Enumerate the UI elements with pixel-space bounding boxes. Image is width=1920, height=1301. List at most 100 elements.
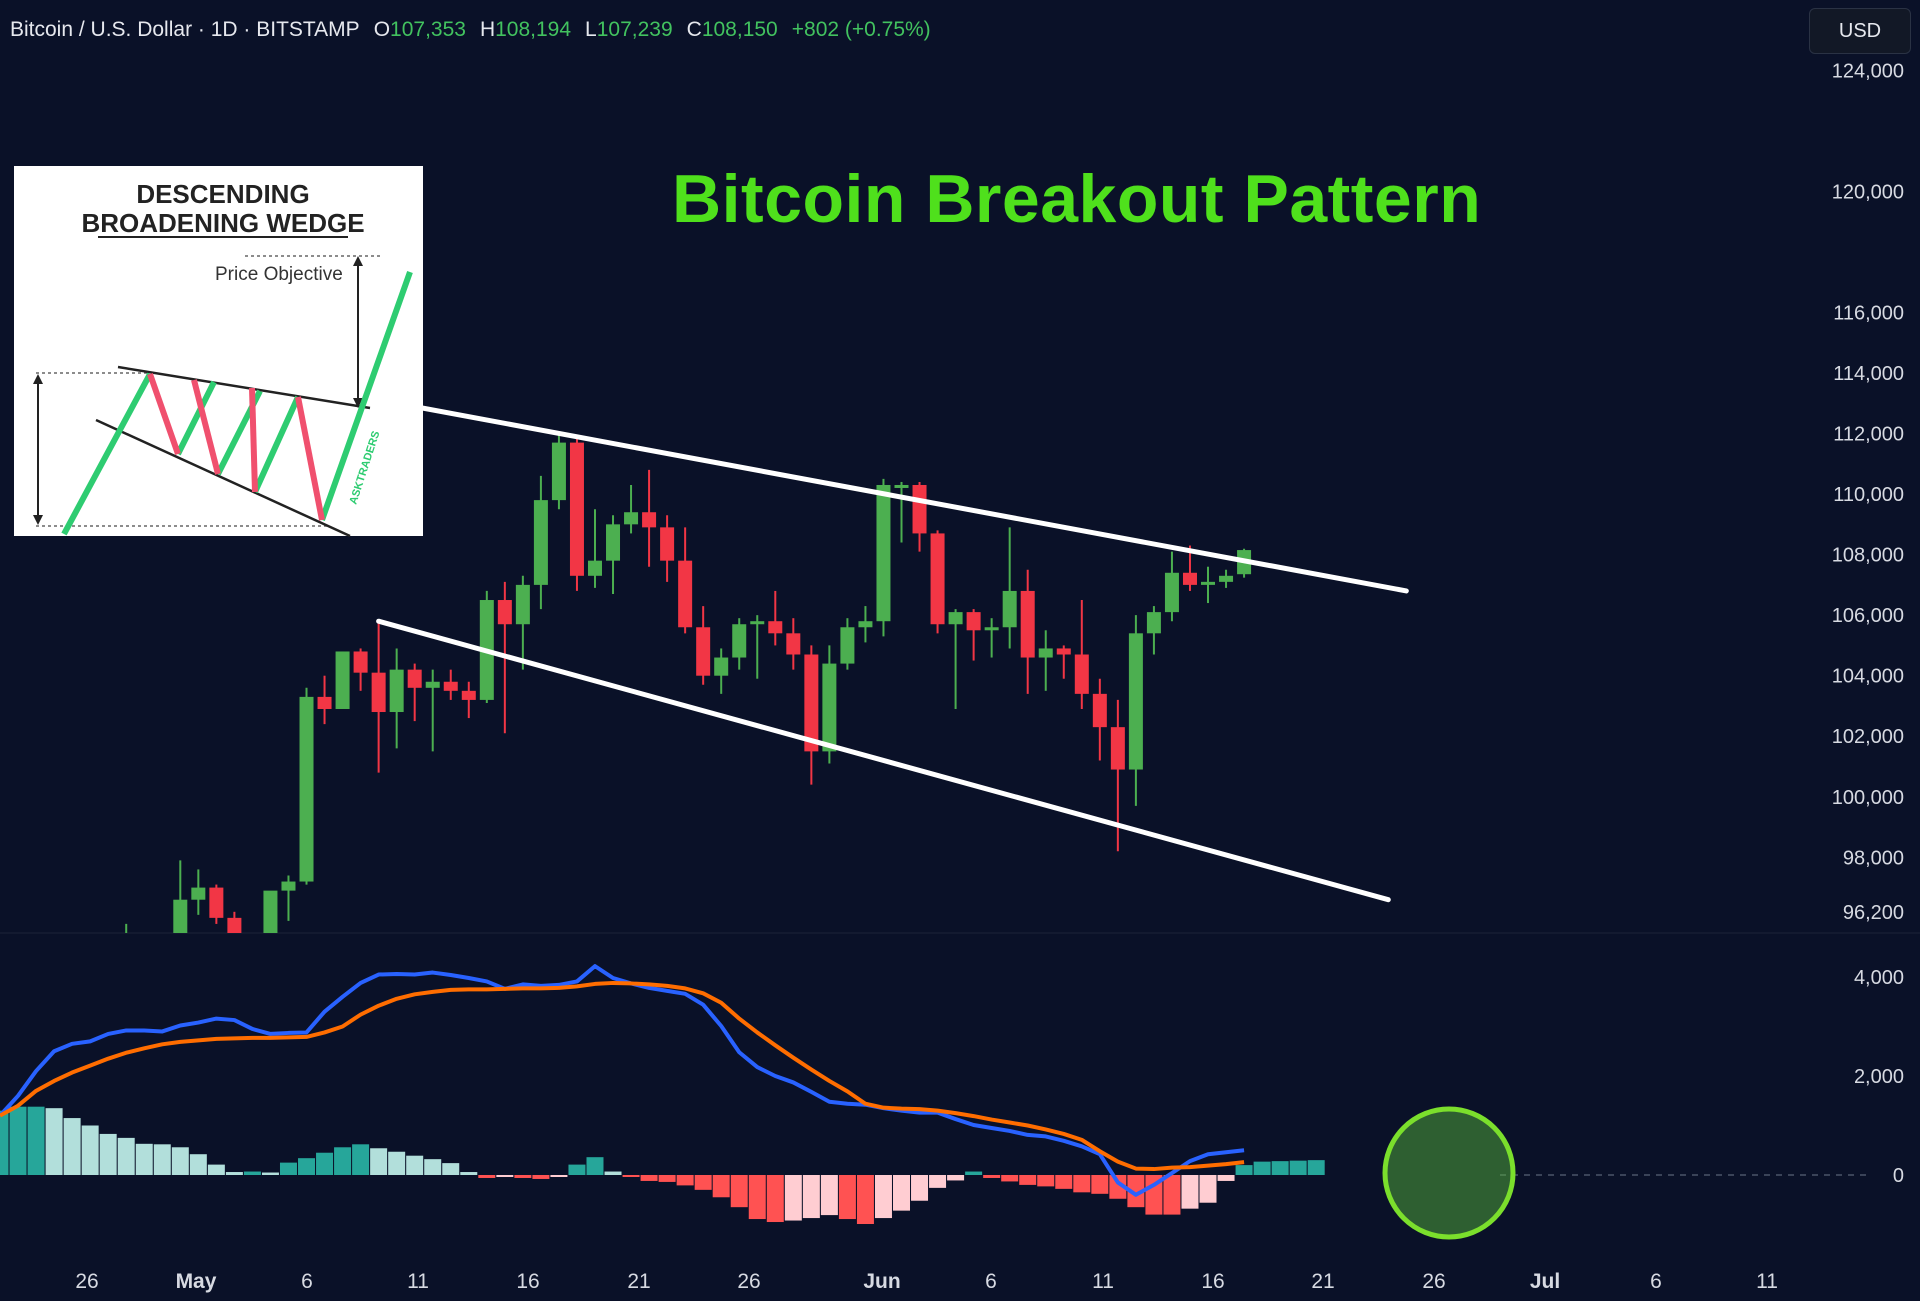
candle-body: [353, 651, 368, 673]
time-tick-label: Jun: [863, 1270, 900, 1293]
candle: [642, 469, 657, 567]
candle-body: [894, 484, 909, 488]
candle: [1056, 645, 1071, 679]
candle: [569, 436, 584, 591]
time-tick-label: 11: [1756, 1270, 1778, 1293]
candle: [984, 618, 999, 658]
macd-histogram-bar: [712, 1175, 730, 1198]
candle: [209, 884, 224, 924]
price-tick-label: 108,000: [1832, 545, 1904, 567]
candle-body: [209, 887, 224, 918]
inset-lower-trendline: [95, 418, 351, 538]
macd-histogram-bar: [298, 1158, 316, 1175]
open-value-group: O107,353: [374, 18, 466, 42]
macd-histogram-bar: [568, 1164, 586, 1175]
candle-body: [804, 654, 819, 752]
candle-body: [660, 527, 675, 561]
crossover-highlight-circle: [1382, 1106, 1516, 1240]
candle-body: [732, 624, 747, 658]
candle: [930, 530, 945, 634]
macd-histogram-bar: [1019, 1175, 1037, 1185]
macd-histogram-bar: [820, 1175, 838, 1216]
candle-body: [696, 627, 711, 676]
macd-histogram-bar: [532, 1175, 550, 1179]
price-tick-label: 114,000: [1833, 363, 1904, 385]
time-tick-label: 6: [1650, 1270, 1662, 1293]
candle-body: [137, 966, 151, 972]
macd-histogram-bar: [676, 1175, 694, 1186]
macd-histogram-bar: [135, 1143, 153, 1175]
candle-body: [1182, 572, 1197, 585]
macd-histogram-bar: [604, 1171, 622, 1175]
candle: [1146, 606, 1161, 655]
macd-histogram-bar: [514, 1175, 532, 1178]
time-tick-label: 26: [75, 1270, 98, 1293]
macd-histogram-bar: [748, 1175, 766, 1220]
macd-histogram-bar: [442, 1163, 460, 1175]
signal-line: [0, 980, 1245, 1172]
macd-histogram-bar: [1163, 1175, 1181, 1215]
candle: [353, 648, 368, 691]
candle: [551, 433, 566, 510]
currency-button[interactable]: USD: [1809, 8, 1911, 54]
macd-histogram-bar: [550, 1175, 568, 1177]
candle-body: [281, 881, 296, 891]
candle: [912, 481, 927, 552]
candle-body: [317, 696, 332, 709]
candle-body: [1002, 590, 1017, 628]
macd-histogram-bar: [207, 1164, 225, 1175]
macd-histogram-bar: [279, 1162, 297, 1175]
time-tick-label: 26: [737, 1270, 760, 1293]
macd-histogram-bar: [1073, 1175, 1091, 1193]
time-tick-label: 26: [1422, 1270, 1445, 1293]
price-tick-label: 112,000: [1833, 424, 1904, 446]
candle-body: [984, 627, 999, 631]
macd-histogram-bar: [316, 1152, 334, 1175]
candle: [47, 948, 61, 987]
candle: [29, 966, 43, 981]
candle-body: [65, 966, 79, 972]
inset-height-head-bottom: [33, 515, 43, 525]
macd-histogram-bar: [893, 1175, 910, 1211]
symbol-header: Bitcoin / U.S. Dollar · 1D · BITSTAMP O1…: [10, 18, 931, 42]
macd-tick-label: 2,000: [1854, 1066, 1904, 1088]
time-tick-label: 6: [985, 1270, 997, 1293]
candle-body: [714, 657, 729, 676]
macd-histogram-bar: [694, 1175, 712, 1190]
candle: [948, 609, 963, 709]
candle-body: [1020, 590, 1035, 658]
change-value: +802 (+0.75%): [791, 18, 931, 41]
candle-body: [101, 969, 115, 984]
candle: [606, 515, 621, 594]
candle-body: [47, 966, 61, 975]
price-tick-label: 98,000: [1843, 847, 1904, 869]
macd-histogram-bar: [261, 1172, 279, 1175]
candle-body: [407, 669, 422, 688]
candle-body: [912, 484, 927, 534]
candle-body: [587, 560, 602, 576]
inset-title-line1: DESCENDING: [136, 179, 309, 209]
price-tick-label: 106,000: [1832, 605, 1904, 627]
macd-histogram-bar: [983, 1175, 1001, 1178]
macd-histogram-bar: [1037, 1175, 1055, 1187]
candle: [533, 475, 548, 610]
macd-histogram-bar: [586, 1157, 604, 1175]
candle: [443, 669, 458, 700]
candle: [1219, 569, 1234, 588]
candle-body: [966, 612, 981, 631]
candle-body: [1201, 581, 1216, 585]
price-candles: [29, 433, 1252, 993]
price-tick-label: 124,000: [1832, 60, 1904, 82]
candle: [101, 954, 115, 993]
macd-histogram: [0, 1106, 1325, 1225]
candle: [1074, 600, 1089, 709]
inset-arrow-head-bottom: [353, 398, 363, 408]
candle: [461, 681, 476, 719]
annotation-title: Bitcoin Breakout Pattern: [672, 161, 1482, 237]
candle: [804, 645, 819, 785]
candle: [173, 860, 188, 933]
macd-histogram-bar: [496, 1175, 514, 1177]
candle: [227, 911, 242, 933]
close-label: C: [686, 18, 702, 41]
